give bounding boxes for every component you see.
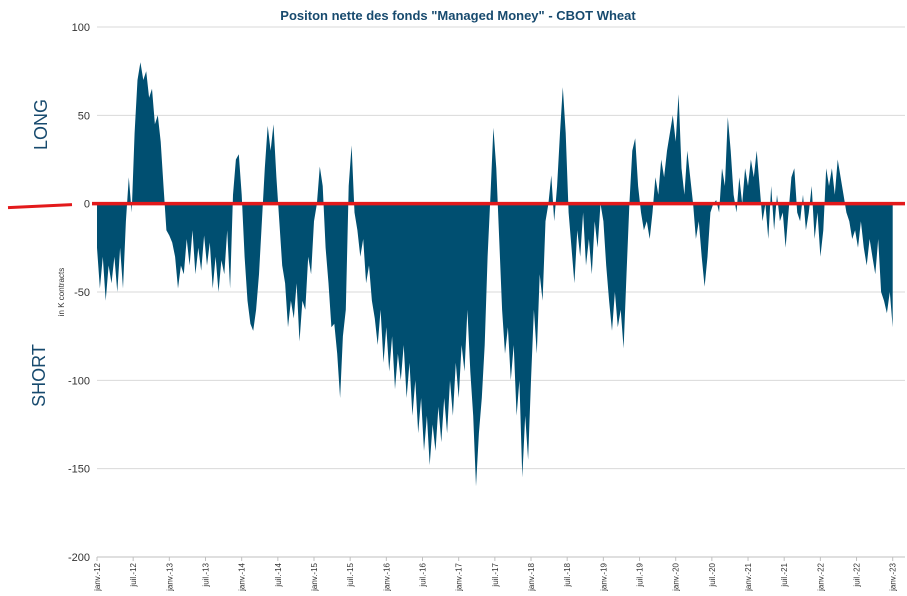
y-axis-label: in K contracts: [57, 268, 66, 316]
y-tick-label: 0: [84, 199, 90, 211]
x-tick-label: juil.-16: [419, 562, 428, 587]
x-tick-label: janv.-12: [93, 562, 102, 591]
x-tick-label: juil.-17: [491, 562, 500, 587]
x-axis: janv.-12 juil.-12 janv.-13 juil.-13 janv.-14…: [93, 556, 905, 592]
y-tick-label: 100: [72, 22, 90, 34]
y-axis: 100 50 0 -50 -100 -150 -200: [68, 22, 90, 564]
y-tick-label: 50: [78, 110, 90, 122]
x-tick-label: janv.-20: [672, 562, 681, 591]
short-annotation: SHORT: [28, 344, 49, 407]
y-tick-label: -50: [74, 287, 90, 299]
x-tick-label: janv.-19: [599, 562, 608, 591]
zero-line-lead: [7, 203, 73, 210]
x-tick-label: janv.-16: [382, 562, 391, 591]
x-tick-label: janv.-21: [744, 562, 753, 591]
x-tick-label: juil.-21: [780, 562, 789, 587]
x-tick-label: juil.-14: [274, 562, 283, 587]
x-tick-label: juil.-19: [636, 562, 645, 587]
x-tick-label: janv.-22: [816, 562, 825, 591]
gridlines: [97, 26, 905, 558]
x-tick-label: janv.-23: [889, 562, 898, 591]
x-tick-label: janv.-15: [310, 562, 319, 591]
zero-line: [7, 201, 905, 210]
x-tick-label: juil.-22: [853, 562, 862, 587]
chart-title: Positon nette des fonds "Managed Money" …: [280, 8, 636, 23]
x-tick-label: janv.-14: [238, 562, 247, 591]
long-annotation: LONG: [31, 98, 52, 151]
x-tick-label: janv.-13: [165, 562, 174, 591]
series-area: [97, 62, 893, 487]
y-tick-label: -100: [68, 375, 90, 387]
x-tick-label: juil.-12: [129, 562, 138, 587]
data-area: [97, 62, 893, 487]
y-tick-label: -200: [68, 552, 90, 564]
x-tick-label: janv.-18: [527, 562, 536, 591]
x-tick-label: juil.-18: [563, 562, 572, 587]
x-tick-label: janv.-17: [455, 562, 464, 591]
y-tick-label: -150: [68, 464, 90, 476]
x-tick-label: juil.-20: [708, 562, 717, 587]
x-tick-label: juil.-15: [346, 562, 355, 587]
x-tick-label: juil.-13: [202, 562, 211, 587]
